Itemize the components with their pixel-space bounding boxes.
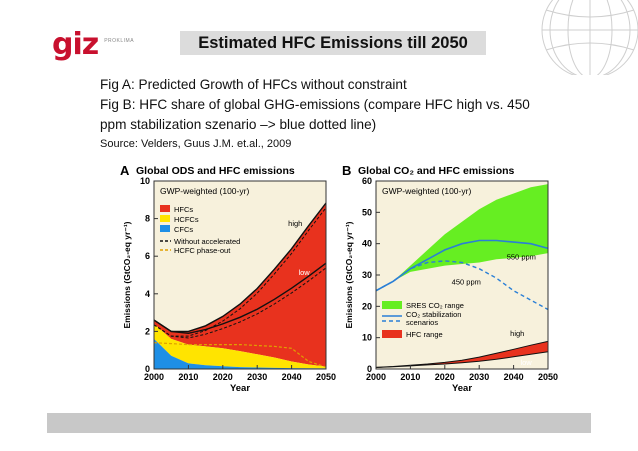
chart-panel-B: B Global CO₂ and HFC emissions GWP-weighte… [342, 163, 558, 394]
legend-label-co2: CO₂ stabilization [406, 310, 461, 319]
x-tick-label: 2010 [178, 372, 198, 382]
annotation-low: low [520, 358, 532, 367]
hfc-high-dashed [153, 207, 327, 337]
x-tick-label: 2020 [435, 372, 455, 382]
y-tick-label: 8 [145, 214, 150, 224]
x-tick-label: 2050 [538, 372, 558, 382]
legend-label-4: HCFC phase-out [174, 246, 231, 255]
panel-title: Global ODS and HFC emissions [136, 165, 295, 177]
y-tick-label: 40 [362, 239, 372, 249]
x-tick-label: 2020 [213, 372, 233, 382]
legend-label-3: Without accelerated [174, 237, 240, 246]
y-tick-label: 60 [362, 176, 372, 186]
annotation-high: high [288, 219, 302, 228]
y-tick-label: 30 [362, 270, 372, 280]
panel-letter: B [342, 163, 351, 178]
annotation-high: high [510, 329, 524, 338]
panel-title: Global CO₂ and HFC emissions [358, 165, 515, 177]
y-axis-label: Emissions (GtCO₂-eq yr⁻¹) [344, 221, 354, 328]
slide-title: Estimated HFC Emissions till 2050 [180, 31, 486, 55]
legend-swatch-sres [382, 301, 402, 309]
legend-label-0: HFCs [174, 205, 193, 214]
x-tick-label: 2010 [400, 372, 420, 382]
footer-bar [47, 413, 591, 433]
panel-letter: A [120, 163, 130, 178]
source-citation: Source: Velders, Guus J.M. et.al., 2009 [100, 138, 292, 150]
y-tick-label: 20 [362, 301, 372, 311]
emissions-charts: A Global ODS and HFC emissions GWP-weighte… [120, 163, 558, 394]
hfc-low-line [153, 262, 327, 335]
y-tick-label: 10 [362, 333, 372, 343]
legend-label-1: HCFCs [174, 215, 199, 224]
x-axis-label: Year [230, 383, 250, 394]
hcfc-phaseout-dashed [153, 342, 327, 368]
co2-450ppm-line [375, 260, 549, 311]
y-tick-label: 10 [140, 176, 150, 186]
x-tick-label: 2030 [247, 372, 267, 382]
plot-frame [153, 180, 327, 370]
y-tick-label: 4 [145, 289, 150, 299]
globe-icon [541, 0, 638, 75]
x-tick-label: 2040 [282, 372, 302, 382]
chart-panel-A: A Global ODS and HFC emissions GWP-weighte… [120, 163, 336, 394]
legend-swatch-1 [160, 215, 170, 222]
hfc-low-edge [375, 351, 549, 368]
caption-block: Fig A: Predicted Growth of HFCs without … [100, 75, 530, 153]
logo-mark: giz [52, 27, 99, 62]
panel-subtitle: GWP-weighted (100-yr) [160, 186, 249, 196]
caption-fig-a: Fig A: Predicted Growth of HFCs without … [100, 77, 407, 92]
annotation-450ppm: 450 ppm [452, 277, 481, 286]
x-tick-label: 2030 [469, 372, 489, 382]
x-tick-label: 2000 [144, 372, 164, 382]
legend-label-scenarios: scenarios [406, 318, 438, 327]
hfc-low-dashed [153, 267, 327, 339]
legend-swatch-hfc [382, 330, 402, 338]
legend-label-sres: SRES CO₂ range [406, 301, 464, 310]
x-tick-label: 2040 [504, 372, 524, 382]
hfc-area [154, 203, 326, 367]
y-tick-label: 50 [362, 207, 372, 217]
hcfc-area [154, 323, 326, 369]
x-axis-label: Year [452, 383, 472, 394]
legend-swatch-2 [160, 225, 170, 232]
annotation-550ppm: 550 ppm [507, 252, 536, 261]
logo-subtext: PROKLIMA [104, 38, 135, 44]
y-tick-label: 0 [367, 364, 372, 374]
caption-fig-b-line2: ppm stabilization szenario –> blue dotte… [100, 117, 377, 132]
y-tick-label: 6 [145, 251, 150, 261]
legend-label-hfc: HFC range [406, 330, 443, 339]
hfc-high-edge [375, 340, 549, 368]
x-tick-label: 2000 [366, 372, 386, 382]
y-tick-label: 0 [145, 364, 150, 374]
y-tick-label: 2 [145, 326, 150, 336]
x-tick-label: 2050 [316, 372, 336, 382]
panel-subtitle: GWP-weighted (100-yr) [382, 186, 471, 196]
annotation-low: low [298, 268, 310, 277]
y-axis-label: Emissions (GtCO₂-eq yr⁻¹) [122, 221, 132, 328]
co2-550ppm-line [375, 239, 549, 292]
hfc-high-line [153, 202, 327, 333]
caption-fig-b-line1: Fig B: HFC share of global GHG-emissions… [100, 97, 530, 112]
giz-logo: giz PROKLIMA [52, 30, 134, 60]
legend-swatch-0 [160, 205, 170, 212]
legend-label-2: CFCs [174, 225, 193, 234]
cfc-area [154, 338, 326, 369]
